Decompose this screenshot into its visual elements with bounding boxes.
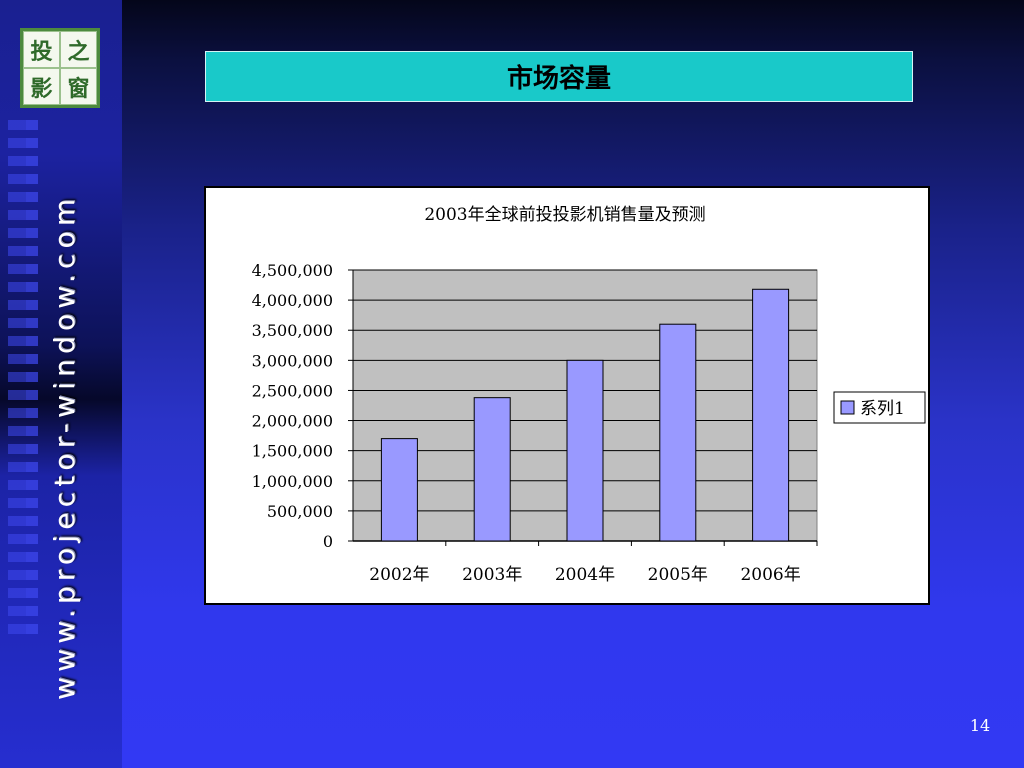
- legend-label: 系列1: [860, 399, 905, 419]
- bar: [380, 438, 418, 542]
- logo-char: 之: [60, 31, 97, 68]
- legend-swatch: [840, 400, 855, 415]
- x-tick-label: 2002年: [369, 565, 429, 585]
- vertical-website-url: www.projector-window.com: [48, 193, 81, 700]
- y-tick-label: 4,500,000: [252, 261, 333, 280]
- x-tick-label: 2005年: [648, 565, 708, 585]
- bar-chart: 2003年全球前投投影机销售量及预测 0 500,000 1,000,000 1,500…: [252, 205, 926, 585]
- bar: [473, 397, 511, 542]
- decorative-squares-inner: [26, 120, 38, 640]
- projector-window-logo: 投 之 影 窗: [20, 28, 100, 108]
- logo-char: 窗: [60, 68, 97, 105]
- page-number: 14: [969, 716, 991, 735]
- bar: [566, 359, 604, 542]
- logo-char: 投: [23, 31, 60, 68]
- bar: [659, 323, 697, 542]
- x-tick-label: 2004年: [555, 565, 615, 585]
- left-decorative-panel: 投 之 影 窗 www.projector-window.com: [0, 0, 122, 768]
- y-tick-label: 1,500,000: [252, 442, 333, 461]
- y-tick-label: 4,000,000: [252, 291, 333, 310]
- chart-title: 2003年全球前投投影机销售量及预测: [424, 205, 705, 225]
- bar: [752, 288, 790, 542]
- decorative-squares: [8, 120, 38, 640]
- slide-title-box: 市场容量: [205, 51, 913, 102]
- y-tick-label: 2,500,000: [252, 381, 333, 400]
- logo-char: 影: [23, 68, 60, 105]
- x-tick-label: 2003年: [462, 565, 522, 585]
- y-tick-label: 0: [323, 532, 333, 551]
- x-tick-label: 2006年: [740, 565, 800, 585]
- y-tick-label: 3,500,000: [252, 321, 333, 340]
- chart-container: 2003年全球前投投影机销售量及预测 0 500,000 1,000,000 1,500…: [204, 186, 930, 605]
- slide-title: 市场容量: [506, 64, 611, 94]
- y-tick-label: 500,000: [267, 502, 333, 521]
- y-tick-label: 1,000,000: [252, 472, 333, 491]
- y-tick-label: 2,000,000: [252, 412, 333, 431]
- y-tick-label: 3,000,000: [252, 351, 333, 370]
